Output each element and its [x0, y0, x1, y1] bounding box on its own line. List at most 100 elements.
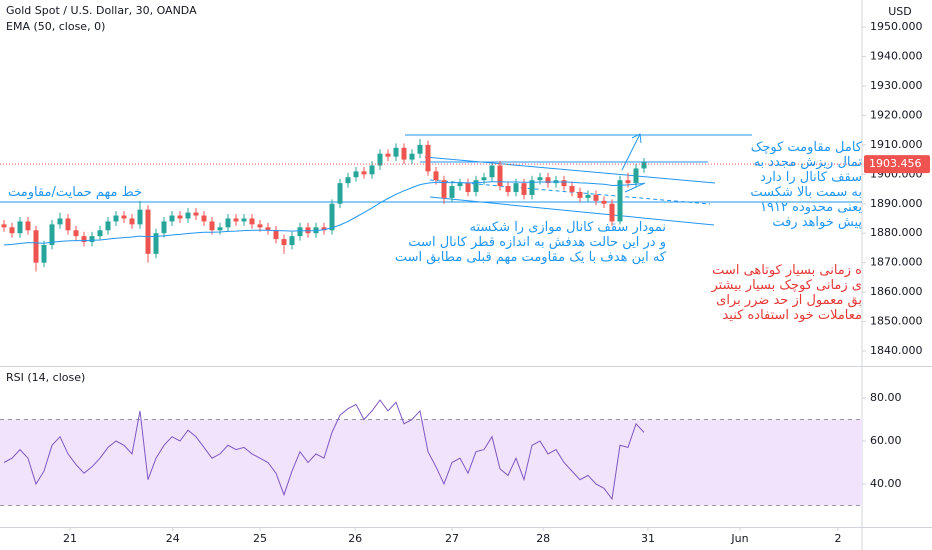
candle-body [209, 221, 215, 231]
candle-body [257, 224, 263, 228]
x-tick-label: 24 [166, 532, 180, 545]
candle-body [113, 215, 119, 222]
candle-body [137, 209, 143, 225]
candle-body [601, 200, 607, 204]
annotation: ه زمانی بسیار کوتاهی است ی زمانی کوچک بسی… [700, 263, 862, 323]
channel-top [424, 156, 716, 184]
annotation: کامل مقاومت کوچک تمال ریزش مجدد به سقف کان… [700, 140, 862, 230]
x-tick-label: 28 [536, 532, 550, 545]
candle-body [425, 144, 431, 172]
candle-body [417, 144, 423, 154]
channel-bottom [429, 196, 715, 226]
candle-body [505, 186, 511, 192]
y-tick-label: 1920.000 [870, 108, 923, 121]
candle-body [177, 215, 183, 219]
candle-body [249, 218, 255, 225]
candle-body [329, 203, 335, 231]
candle-body [49, 224, 55, 245]
candles [1, 138, 647, 272]
annotation-line: ه زمانی بسیار کوتاهی است [712, 263, 862, 278]
annotation-line: خط مهم حمایت/مقاومت [7, 185, 142, 200]
annotation-line: نمودار سقف کانال موازی را شکسته [469, 220, 667, 235]
candle-body [105, 221, 111, 231]
candle-body [545, 177, 551, 184]
annotation-line: ی زمانی کوچک بسیار بیشتر [711, 278, 862, 293]
annotation-line: و در این حالت هدفش به اندازه قطر کانال ا… [408, 235, 666, 250]
candle-body [617, 180, 623, 222]
annotation-line: معاملات خود استفاده کنید [722, 308, 862, 323]
candle-body [65, 218, 71, 231]
candle-body [593, 194, 599, 201]
y-tick-label: 1940.000 [870, 50, 923, 63]
rsi-y-tick-label: 60.00 [870, 434, 902, 447]
candle-body [441, 180, 447, 198]
candle-body [25, 221, 31, 231]
arrow-head [631, 133, 642, 144]
y-tick-label: 1860.000 [870, 285, 923, 298]
candle-body [641, 162, 647, 169]
x-tick-label: Jun [730, 532, 748, 545]
candle-body [393, 147, 399, 157]
candle-body [321, 227, 327, 231]
annotation-line: پیش خواهد رفت [772, 215, 862, 230]
rsi-title: RSI (14, close) [6, 371, 86, 384]
indicator-title: EMA (50, close, 0) [6, 20, 106, 33]
candle-body [481, 177, 487, 181]
channel-mid [429, 179, 711, 205]
annotation: نمودار سقف کانال موازی را شکسته و در این … [360, 220, 666, 265]
candle-body [449, 186, 455, 198]
y-tick-label: 1890.000 [870, 197, 923, 210]
candle-body [241, 218, 247, 222]
candle-body [185, 212, 191, 219]
candle-body [585, 194, 591, 198]
candle-body [57, 218, 63, 225]
annotation-line: به سمت بالا شکست [750, 185, 862, 200]
candle-body [81, 236, 87, 243]
candle-body [609, 203, 615, 222]
x-tick-label: 21 [63, 532, 77, 545]
annotation-line: بق معمول از حد ضرر برای [716, 293, 862, 308]
candle-body [345, 177, 351, 184]
small-line [624, 182, 646, 193]
y-tick-label: 1880.000 [870, 226, 923, 239]
candle-body [633, 168, 639, 184]
candle-body [337, 183, 343, 204]
y-tick-label: 1870.000 [870, 256, 923, 269]
x-tick-label: 25 [253, 532, 267, 545]
annotation: خط مهم حمایت/مقاومت [0, 185, 142, 200]
candle-body [73, 230, 79, 237]
candle-body [225, 218, 231, 228]
candle-body [273, 230, 279, 240]
candle-body [121, 215, 127, 219]
ema-line [3, 181, 645, 246]
candle-body [153, 233, 159, 254]
x-tick-label: 2 [835, 532, 842, 545]
candle-body [529, 180, 535, 195]
candle-body [89, 236, 95, 243]
annotation-line: یعنی محدوده ۱۹۱۲ [760, 200, 862, 215]
candle-body [201, 215, 207, 222]
currency: USD [888, 5, 912, 18]
candle-body [361, 171, 367, 175]
candle-body [9, 227, 15, 234]
candle-body [265, 227, 271, 231]
rsi-y-tick-label: 40.00 [870, 477, 902, 490]
candle-body [281, 239, 287, 245]
candle-body [489, 165, 495, 178]
candle-body [145, 209, 151, 254]
y-tick-label: 1850.000 [870, 315, 923, 328]
candle-body [625, 180, 631, 184]
candle-body [385, 153, 391, 157]
candle-body [217, 227, 223, 231]
candle-body [297, 227, 303, 237]
candle-body [537, 177, 543, 181]
annotation-line: تمال ریزش مجدد به [753, 155, 862, 170]
candle-body [377, 153, 383, 166]
candle-body [169, 215, 175, 222]
last-price-box [864, 155, 930, 174]
candle-body [289, 236, 295, 245]
arrow [621, 133, 641, 171]
candle-body [409, 153, 415, 160]
